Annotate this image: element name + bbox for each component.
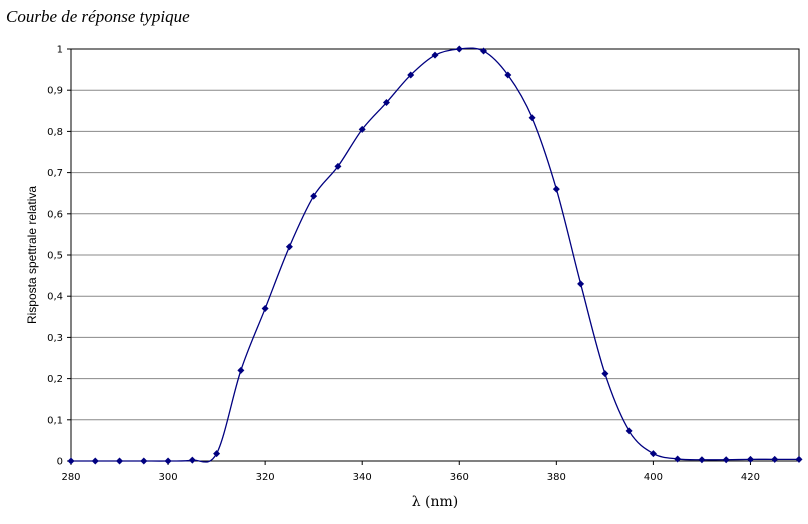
chart-title: Courbe de réponse typique: [6, 7, 190, 26]
marker: [771, 455, 779, 463]
marker: [625, 427, 633, 435]
x-tick-label: 420: [741, 472, 760, 483]
y-tick-label: 0,9: [47, 86, 63, 97]
marker: [188, 456, 196, 464]
marker: [455, 45, 463, 53]
marker: [528, 114, 536, 122]
x-axis-label: λ (nm): [412, 494, 459, 510]
marker: [601, 370, 609, 378]
marker: [407, 71, 415, 79]
y-tick-label: 0,2: [47, 374, 63, 385]
marker: [746, 455, 754, 463]
marker: [67, 457, 75, 465]
y-tick-label: 1: [57, 45, 63, 56]
y-axis-label: Risposta spettrale relativa: [25, 186, 39, 324]
y-tick-label: 0,1: [47, 415, 63, 426]
x-tick-label: 360: [450, 472, 469, 483]
marker: [722, 456, 730, 464]
marker: [431, 51, 439, 59]
marker: [480, 47, 488, 55]
marker: [140, 457, 148, 465]
marker: [504, 71, 512, 79]
marker: [577, 280, 585, 288]
marker: [213, 450, 221, 458]
marker: [358, 125, 366, 133]
marker: [91, 457, 99, 465]
y-tick-label: 0,6: [47, 209, 63, 220]
x-tick-label: 300: [159, 472, 178, 483]
y-tick-label: 0,3: [47, 333, 63, 344]
marker: [285, 243, 293, 251]
marker: [795, 455, 803, 463]
marker: [310, 192, 318, 200]
marker: [698, 456, 706, 464]
marker: [552, 185, 560, 193]
x-tick-label: 380: [547, 472, 566, 483]
marker: [334, 162, 342, 170]
marker: [261, 305, 269, 313]
x-tick-label: 340: [353, 472, 372, 483]
x-tick-label: 400: [644, 472, 663, 483]
y-tick-label: 0,4: [47, 292, 63, 303]
marker: [649, 450, 657, 458]
y-tick-label: 0,5: [47, 251, 63, 262]
marker: [674, 455, 682, 463]
marker: [237, 366, 245, 374]
y-tick-label: 0,7: [47, 168, 63, 179]
y-tick-label: 0,8: [47, 127, 63, 138]
x-tick-label: 320: [256, 472, 275, 483]
marker: [116, 457, 124, 465]
plot-frame: [70, 48, 800, 462]
x-tick-label: 280: [61, 472, 80, 483]
marker: [382, 99, 390, 107]
marker: [164, 457, 172, 465]
y-tick-label: 0: [57, 457, 63, 468]
